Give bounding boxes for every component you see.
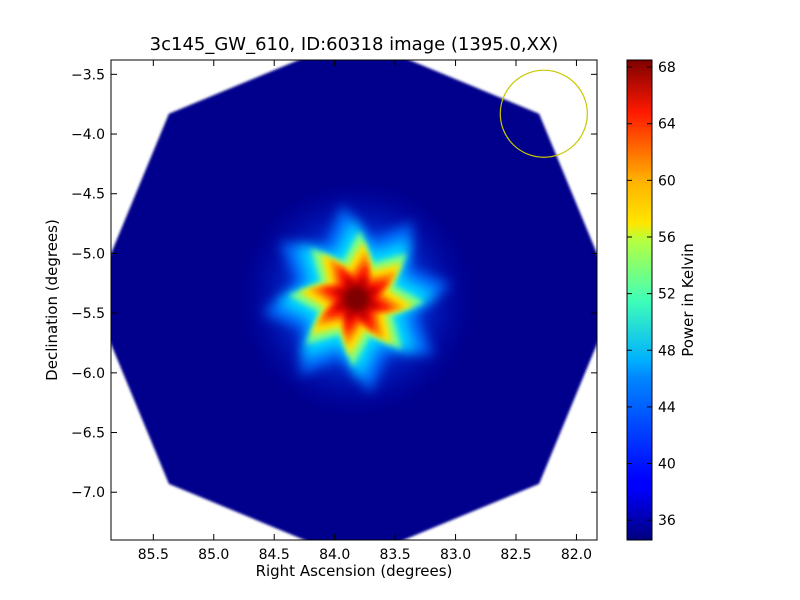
x-tick-label: 83.5 (380, 547, 411, 563)
colorbar-tick-label: 48 (658, 343, 676, 359)
colorbar (626, 59, 653, 541)
colorbar-tick-label: 52 (658, 287, 676, 303)
x-tick-label: 85.0 (198, 547, 229, 563)
y-tick-label: −4.0 (71, 127, 105, 143)
y-axis-label: Declination (degrees) (43, 219, 61, 381)
x-tick-label: 83.0 (440, 547, 471, 563)
source-peak (344, 286, 369, 311)
x-tick-label: 84.5 (259, 547, 290, 563)
y-tick-label: −5.0 (71, 246, 105, 262)
x-tick-label: 84.0 (319, 547, 350, 563)
colorbar-tick-label: 56 (658, 230, 676, 246)
y-tick-label: −3.5 (71, 67, 105, 83)
beam-circle (499, 69, 588, 158)
colorbar-tick-label: 44 (658, 400, 676, 416)
colorbar-label: Power in Kelvin (679, 243, 697, 357)
colorbar-tick-label: 68 (658, 60, 676, 76)
colorbar-tick-label: 40 (658, 457, 676, 473)
x-tick-label: 85.5 (138, 547, 169, 563)
y-tick-label: −7.0 (71, 485, 105, 501)
y-tick-label: −6.5 (71, 426, 105, 442)
colorbar-tick-label: 36 (658, 513, 676, 529)
y-tick-label: −5.5 (71, 306, 105, 322)
x-tick-label: 82.0 (561, 547, 592, 563)
colorbar-tick-label: 64 (658, 117, 676, 133)
y-tick-label: −6.0 (71, 366, 105, 382)
plot-frame (110, 59, 598, 541)
x-tick-label: 82.5 (500, 547, 531, 563)
chart-title: 3c145_GW_610, ID:60318 image (1395.0,XX) (149, 34, 559, 55)
colorbar-tick-label: 60 (658, 173, 676, 189)
x-axis-label: Right Ascension (degrees) (255, 562, 453, 580)
y-tick-label: −4.5 (71, 187, 105, 203)
